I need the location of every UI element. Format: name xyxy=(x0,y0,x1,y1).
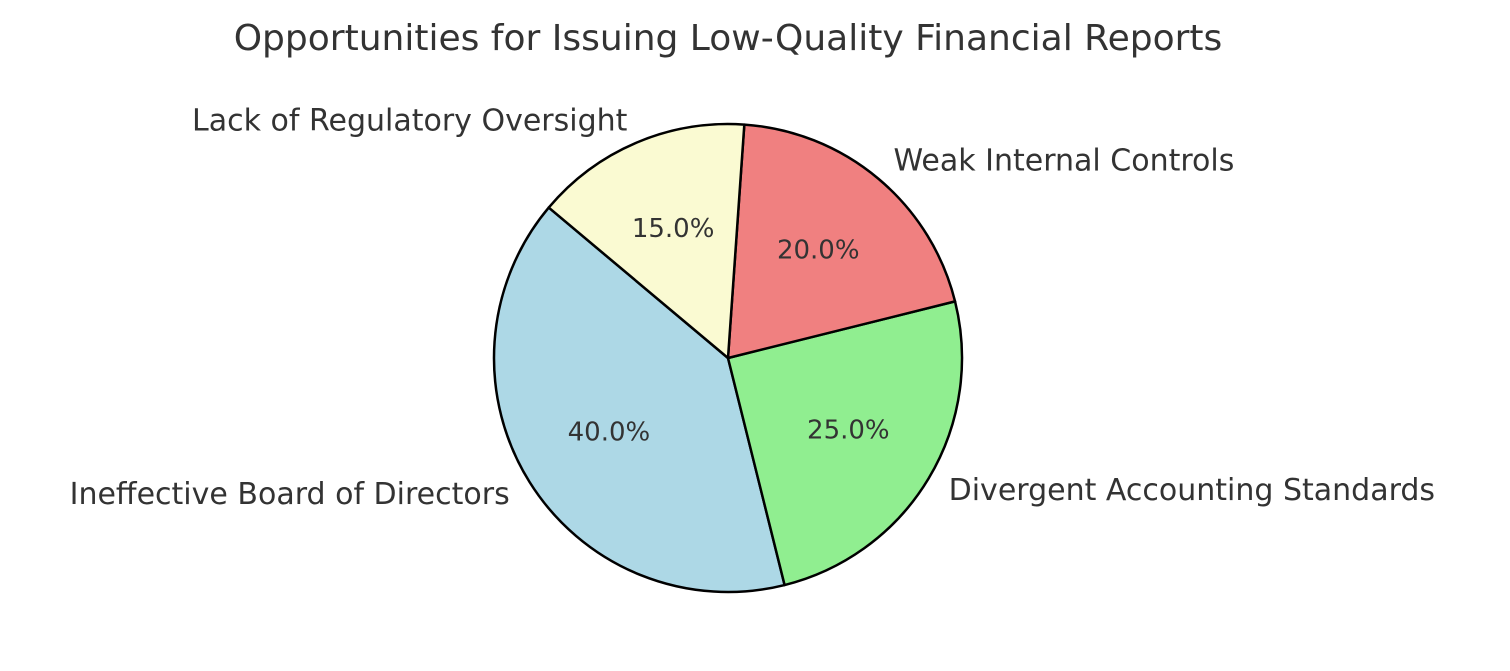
percent-label-lack-of-regulatory-oversight: 15.0% xyxy=(632,214,715,244)
pie-slice-ineffective-board-of-directors xyxy=(492,206,786,594)
pie-percent-labels: 40.0% 25.0% 20.0% 15.0% xyxy=(568,214,890,448)
pie-category-labels: Ineffective Board of Directors Divergent … xyxy=(70,104,1435,512)
category-label-ineffective-board-of-directors: Ineffective Board of Directors xyxy=(70,477,510,512)
category-label-weak-internal-controls: Weak Internal Controls xyxy=(893,143,1234,178)
percent-label-ineffective-board-of-directors: 40.0% xyxy=(568,417,651,447)
pie-slice-lack-of-regulatory-oversight xyxy=(547,122,746,360)
percent-label-divergent-accounting-standards: 25.0% xyxy=(807,415,890,445)
percent-label-weak-internal-controls: 20.0% xyxy=(777,235,860,265)
pie-slice-divergent-accounting-standards xyxy=(726,300,964,587)
category-label-divergent-accounting-standards: Divergent Accounting Standards xyxy=(949,473,1435,508)
pie-slice-weak-internal-controls xyxy=(726,123,957,360)
category-label-lack-of-regulatory-oversight: Lack of Regulatory Oversight xyxy=(192,104,628,139)
chart-title: Opportunities for Issuing Low-Quality Fi… xyxy=(234,18,1223,59)
pie-slices xyxy=(492,122,964,594)
